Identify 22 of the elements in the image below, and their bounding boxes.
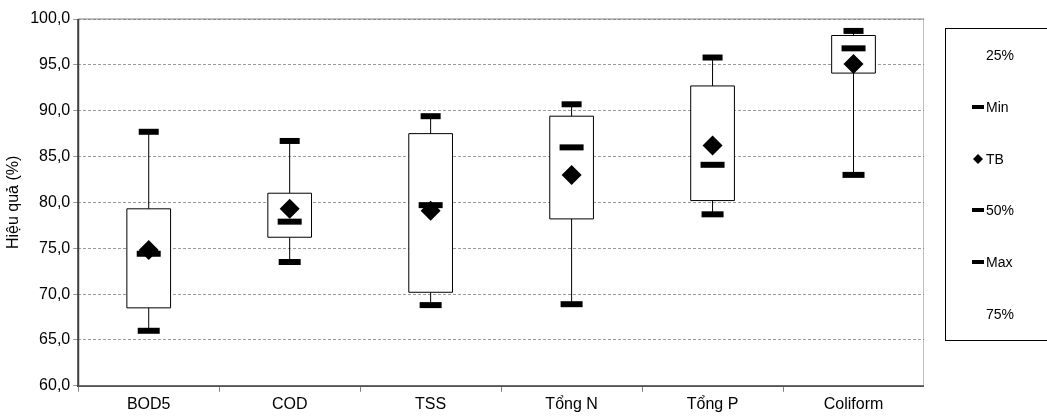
y-tick-label: 80,0 xyxy=(39,192,71,210)
text: TB xyxy=(986,150,1004,167)
y-tick-label: 90,0 xyxy=(39,101,71,119)
y-tick-label: 85,0 xyxy=(39,146,71,164)
x-tick-label: Tổng P xyxy=(686,394,739,412)
y-tick-label: 100,0 xyxy=(30,9,71,27)
text: 75% xyxy=(986,306,1015,323)
text: 25% xyxy=(986,46,1015,63)
y-tick-label: 70,0 xyxy=(39,284,71,302)
y-tick-label: 65,0 xyxy=(39,330,71,348)
x-tick-label: COD xyxy=(271,394,308,412)
x-tick-label: BOD5 xyxy=(126,394,171,412)
text: Min xyxy=(986,98,1009,115)
text: 50% xyxy=(986,202,1015,219)
y-tick-label: 95,0 xyxy=(39,55,71,73)
y-tick-label: 75,0 xyxy=(39,238,71,256)
x-tick-label: TSS xyxy=(415,394,447,412)
y-axis-title: Hiệu quả (%) xyxy=(4,155,22,250)
x-tick-label: Tổng N xyxy=(545,394,598,412)
x-tick-label: Coliform xyxy=(823,394,884,412)
text: Max xyxy=(986,254,1013,271)
y-tick-label: 60,0 xyxy=(39,376,71,394)
